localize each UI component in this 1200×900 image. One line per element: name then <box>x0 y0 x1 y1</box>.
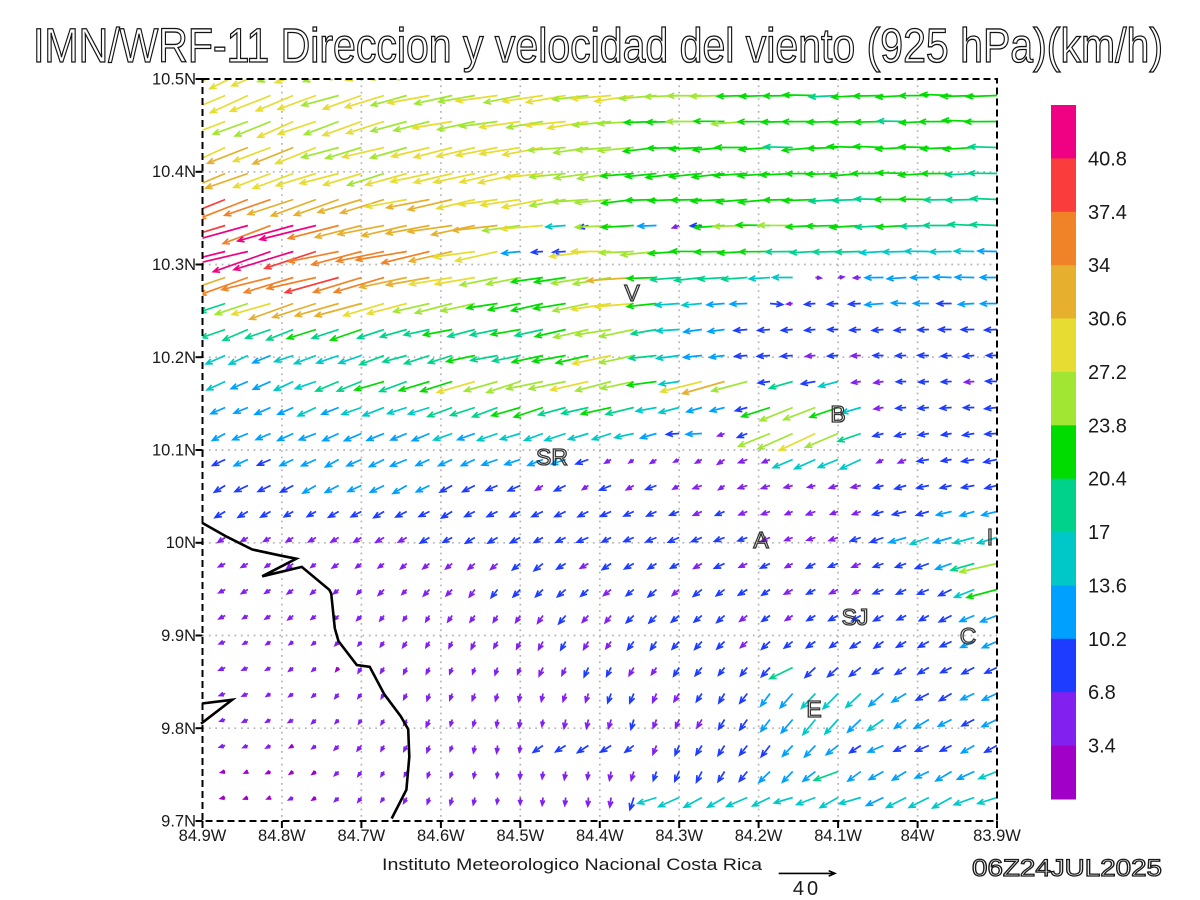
svg-text:84.4W: 84.4W <box>576 827 624 845</box>
svg-text:84.3W: 84.3W <box>655 827 703 845</box>
svg-text:34: 34 <box>1088 255 1110 277</box>
svg-text:C: C <box>960 623 977 649</box>
svg-text:40: 40 <box>793 878 821 900</box>
svg-text:10.2N: 10.2N <box>152 349 196 367</box>
svg-text:SR: SR <box>536 444 568 470</box>
svg-text:3.4: 3.4 <box>1088 736 1116 758</box>
svg-text:IMN/WRF-11 Direccion y velocid: IMN/WRF-11 Direccion y velocidad del vie… <box>33 20 1163 73</box>
svg-text:10N: 10N <box>166 534 196 552</box>
svg-text:13.6: 13.6 <box>1088 576 1127 598</box>
svg-text:06Z24JUL2025: 06Z24JUL2025 <box>972 855 1162 882</box>
svg-text:84W: 84W <box>901 827 935 845</box>
svg-text:40.8: 40.8 <box>1088 148 1127 170</box>
svg-text:23.8: 23.8 <box>1088 415 1127 437</box>
svg-text:17: 17 <box>1088 522 1110 544</box>
svg-text:10.1N: 10.1N <box>152 442 196 460</box>
svg-text:10.5N: 10.5N <box>152 71 196 89</box>
svg-text:84.6W: 84.6W <box>417 827 465 845</box>
svg-text:10.4N: 10.4N <box>152 163 196 181</box>
svg-text:SJ: SJ <box>842 604 869 630</box>
svg-text:83.9W: 83.9W <box>973 827 1021 845</box>
svg-text:9.9N: 9.9N <box>161 627 196 645</box>
svg-text:V: V <box>624 280 640 306</box>
svg-text:Instituto Meteorologico Nacion: Instituto Meteorologico Nacional Costa R… <box>382 855 763 874</box>
svg-text:9.7N: 9.7N <box>161 813 196 831</box>
svg-text:6.8: 6.8 <box>1088 682 1116 704</box>
svg-text:10.2: 10.2 <box>1088 629 1127 651</box>
svg-text:20.4: 20.4 <box>1088 469 1127 491</box>
svg-text:37.4: 37.4 <box>1088 202 1127 224</box>
svg-text:84.5W: 84.5W <box>496 827 544 845</box>
svg-text:10.3N: 10.3N <box>152 256 196 274</box>
svg-text:E: E <box>806 696 821 722</box>
svg-text:A: A <box>753 527 769 553</box>
svg-text:84.2W: 84.2W <box>735 827 783 845</box>
svg-text:30.6: 30.6 <box>1088 309 1127 331</box>
svg-text:84.7W: 84.7W <box>338 827 386 845</box>
svg-text:84.1W: 84.1W <box>814 827 862 845</box>
svg-text:27.2: 27.2 <box>1088 362 1127 384</box>
svg-text:84.8W: 84.8W <box>258 827 306 845</box>
svg-text:9.8N: 9.8N <box>161 720 196 738</box>
svg-text:84.9W: 84.9W <box>179 827 227 845</box>
svg-text:I: I <box>987 524 993 550</box>
svg-text:B: B <box>830 401 845 427</box>
